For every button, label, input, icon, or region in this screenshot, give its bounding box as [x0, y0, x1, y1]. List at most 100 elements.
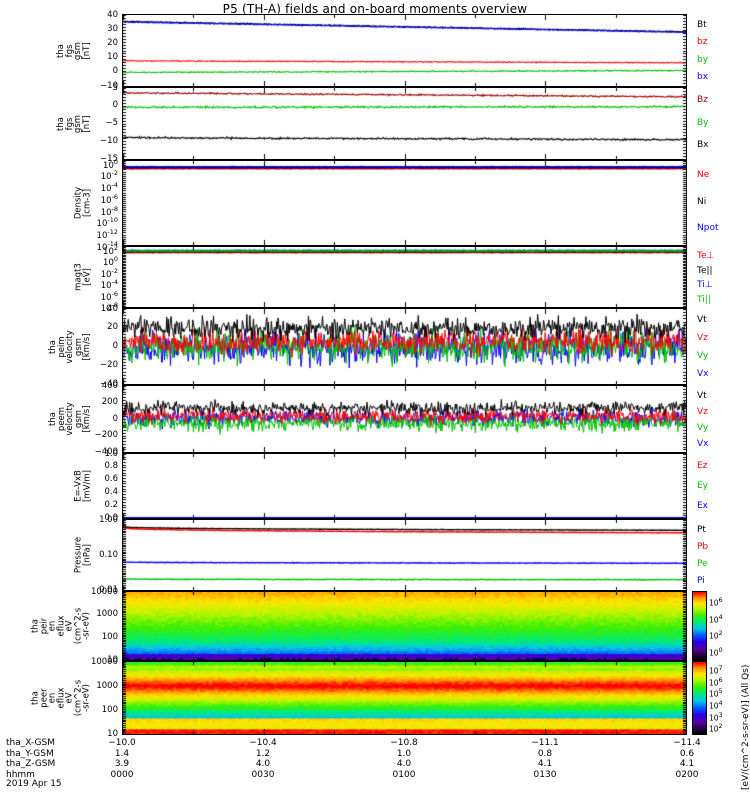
y-tick-fgs-gsm-small: 20 [107, 37, 118, 48]
y-tick-fgs-gsm-small: −10 [100, 80, 118, 91]
legend-peim-velocity-Vx: Vx [697, 368, 709, 379]
x-axis-value: 0.8 [537, 748, 553, 759]
peer-colorbar-gradient [693, 662, 706, 734]
legend-magt3-Te: Te|| [697, 265, 713, 276]
legend-peem-velocity-Vt: Vt [697, 390, 707, 401]
legend-magt3-Ti: Ti|| [697, 294, 711, 305]
panel-efield [122, 453, 687, 519]
y-tick-peer-spectrogram: 100 [101, 704, 118, 715]
y-tick-efield: 0.4 [104, 486, 118, 497]
x-axis-value: 0030 [251, 769, 275, 780]
x-axis-value: 0000 [110, 769, 134, 780]
panel-plot-peir-spectrogram [123, 592, 686, 660]
peer-colorbar-tick: 105 [709, 687, 723, 699]
panel-pressure [122, 519, 687, 591]
y-tick-magt3: 102 [103, 243, 118, 257]
y-tick-peer-spectrogram: 1000 [96, 680, 118, 691]
y-tick-fgs-gsm-small: 0 [112, 66, 118, 77]
panel-plot-peem-velocity [123, 386, 686, 452]
legend-efield-Ez: Ez [697, 460, 708, 471]
x-axis-value: −10.0 [108, 738, 136, 748]
legend-peem-velocity-Vx: Vx [697, 438, 709, 449]
y-tick-peir-spectrogram: 10 [107, 654, 118, 665]
y-tick-efield: 0.0 [104, 512, 118, 523]
y-tick-fgs-gsm-large: 5 [112, 82, 118, 93]
panel-plot-fgs-gsm-large [123, 88, 686, 159]
y-tick-fgs-gsm-small: 10 [107, 52, 118, 63]
y-tick-peem-velocity: −400 [94, 446, 118, 457]
x-axis-value: −10.4 [249, 738, 277, 748]
y-tick-magt3: 10-8 [100, 301, 118, 315]
y-tick-peir-spectrogram: 100 [101, 631, 118, 642]
y-tick-peir-spectrogram: 1000 [96, 609, 118, 620]
y-tick-pressure: 1.00 [99, 514, 118, 525]
y-tick-fgs-gsm-large: −10 [100, 135, 118, 146]
page-title: P5 (TH-A) fields and on-board moments ov… [222, 2, 528, 16]
peer-colorbar [692, 661, 707, 735]
y-tick-peim-velocity: 40 [107, 303, 118, 314]
y-tick-density: 10-14 [96, 239, 118, 253]
date-label: 2019 Apr 15 [6, 779, 62, 789]
x-axis-value: 4.1 [679, 759, 695, 769]
y-tick-fgs-gsm-large: −5 [105, 118, 118, 128]
colorbar-axis-label: [eV/(cm^2-s-sr-eV)] (All Qs) [741, 664, 750, 790]
panel-peem-velocity [122, 385, 687, 453]
x-axis-value: 1.0 [396, 748, 412, 759]
legend-density-Npot: Npot [697, 223, 719, 234]
legend-pressure-Pi: Pi [697, 575, 705, 586]
legend-fgs-gsm-small-bx: bx [697, 71, 709, 82]
y-tick-density: 10-12 [96, 228, 118, 241]
x-axis-value: 4.0 [255, 759, 271, 769]
legend-peem-velocity-Vy: Vy [697, 422, 709, 433]
y-tick-fgs-gsm-large: −15 [100, 153, 118, 164]
peer-colorbar-tick: 102 [709, 722, 723, 734]
legend-fgs-gsm-large-Bx: Bx [697, 140, 709, 151]
peir-colorbar [692, 591, 707, 661]
x-axis-value: 3.9 [114, 759, 130, 769]
x-axis-value: 4.0 [396, 759, 412, 769]
x-axis-value: 4.1 [537, 759, 553, 769]
legend-magt3-Ti: Ti⊥ [697, 280, 713, 291]
legend-fgs-gsm-small-bz: bz [697, 37, 708, 48]
peer-colorbar-tick: 104 [709, 698, 723, 711]
x-axis-row-label-tha_ZGSM: tha_Z-GSM [6, 759, 56, 769]
panel-plot-efield [123, 454, 686, 518]
peir-colorbar-tick: 102 [709, 629, 723, 641]
y-tick-peem-velocity: −200 [94, 430, 118, 440]
legend-fgs-gsm-small-by: by [697, 54, 709, 65]
peer-colorbar-tick: 103 [709, 710, 723, 722]
y-tick-density: 10-2 [100, 169, 118, 183]
x-axis-value: 0.6 [679, 748, 695, 759]
panel-peim-velocity [122, 308, 687, 385]
legend-peim-velocity-Vt: Vt [697, 314, 707, 325]
legend-magt3-Te: Te⊥ [697, 251, 715, 262]
peir-colorbar-gradient [693, 592, 706, 660]
y-tick-peem-velocity: 200 [101, 397, 118, 407]
panel-plot-peim-velocity [123, 309, 686, 384]
y-tick-peem-velocity: 400 [101, 380, 118, 391]
y-tick-fgs-gsm-large: 0 [112, 100, 118, 111]
legend-efield-Ey: Ey [697, 480, 709, 491]
y-axis-label-peer-spectrogram: tha peer en eflux eV (cm^2-s -sr-eV) [29, 679, 91, 717]
legend-density-Ni: Ni [697, 196, 707, 207]
legend-fgs-gsm-large-Bz: Bz [697, 95, 708, 106]
y-tick-efield: 0.8 [104, 461, 118, 472]
y-tick-efield: 0.2 [104, 499, 118, 510]
x-axis-value: 0100 [392, 769, 416, 780]
peer-colorbar-tick: 106 [709, 675, 723, 687]
y-tick-peim-velocity: −40 [100, 378, 118, 389]
y-tick-peer-spectrogram: 10000 [90, 656, 118, 667]
panel-density [122, 160, 687, 246]
legend-peem-velocity-Vz: Vz [697, 406, 708, 417]
y-tick-peem-velocity: 0 [112, 413, 118, 424]
panel-peir-spectrogram [122, 591, 687, 661]
x-axis-value: 0200 [675, 769, 699, 780]
legend-pressure-Pe: Pe [697, 558, 708, 569]
y-tick-pressure: 0.01 [99, 584, 118, 595]
y-tick-density: 10-8 [100, 204, 118, 218]
panel-plot-density [123, 161, 686, 245]
y-axis-label-peir-spectrogram: tha peir en eflux eV (cm^2-s -sr-eV) [29, 607, 91, 645]
y-tick-efield: 0.6 [104, 474, 118, 485]
legend-peim-velocity-Vy: Vy [697, 350, 709, 361]
